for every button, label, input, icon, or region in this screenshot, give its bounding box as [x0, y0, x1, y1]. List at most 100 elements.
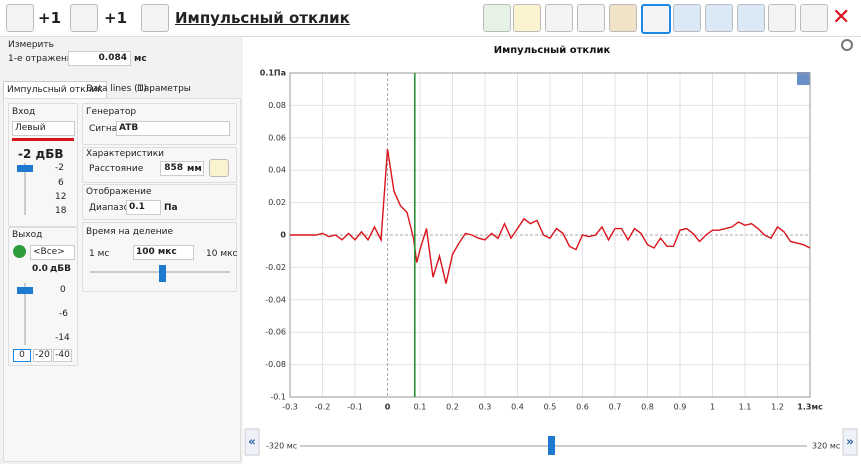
scroll-left-icon: «	[248, 435, 256, 449]
tool-button[interactable]	[513, 4, 541, 32]
x-tick-label: 0.8	[641, 403, 654, 412]
tool-button[interactable]	[483, 4, 511, 32]
label: 1-е отражение	[8, 54, 79, 64]
scale: -6	[59, 309, 68, 319]
tool-button[interactable]	[641, 4, 671, 34]
value-field[interactable]: 0.084	[68, 51, 131, 66]
output-group	[8, 227, 78, 366]
page-title: Импульсный отклик	[175, 9, 350, 27]
scroll-label: -320 мс	[266, 442, 297, 451]
chart: Импульсный отклик « -320 мс 320 мс » -0.…	[244, 39, 858, 456]
counter[interactable]: +1	[38, 9, 62, 27]
y-tick-label: 0.04	[268, 166, 286, 175]
display-group	[82, 184, 237, 220]
y-tick-label: 0	[280, 231, 286, 240]
button[interactable]: -20	[33, 349, 52, 362]
generator-group	[82, 103, 237, 145]
tool-button[interactable]	[609, 4, 637, 32]
data-line	[290, 149, 811, 284]
left-panel: Измерить 1-е отражение 0.084 мс Импульсн…	[0, 37, 243, 464]
label: Сигнал	[89, 124, 124, 134]
x-tick-label: -0.3	[282, 403, 298, 412]
dropdown[interactable]: ATB	[116, 121, 230, 136]
input-group	[8, 103, 78, 227]
gauge-button[interactable]	[6, 4, 34, 32]
settings-button[interactable]	[768, 4, 796, 32]
unit: мм	[187, 164, 202, 174]
scale: 12	[55, 192, 67, 202]
unit: дБВ	[50, 264, 71, 274]
tab[interactable]: Импульсный отклик	[3, 81, 107, 98]
tool-button[interactable]	[737, 4, 765, 32]
chart-title: Импульсный отклик	[494, 45, 611, 56]
label: Генератор	[86, 107, 137, 117]
edit-button[interactable]	[800, 4, 828, 32]
slider-thumb[interactable]	[159, 265, 166, 282]
tool-button[interactable]	[673, 4, 701, 32]
label: 1 мс	[89, 249, 110, 259]
scroll-right[interactable]	[842, 428, 858, 456]
dropdown[interactable]: 0.1	[126, 200, 161, 215]
characteristics-group	[82, 147, 237, 183]
mode-button[interactable]	[141, 4, 169, 32]
x-tick-label: 0.3	[479, 403, 492, 412]
time-group	[82, 222, 237, 292]
chart-settings[interactable]	[841, 39, 853, 51]
dropdown[interactable]: 100 мкс	[133, 245, 194, 260]
tab[interactable]: Параметры	[137, 84, 191, 94]
x-tick-label: 1.3мс	[797, 403, 823, 412]
toolbar: +1 +1 Импульсный отклик ✕	[0, 0, 861, 37]
slider-thumb[interactable]	[17, 165, 33, 172]
counter[interactable]: +1	[104, 9, 128, 27]
y-tick-label: 0.06	[268, 133, 286, 142]
scroll-left[interactable]	[244, 428, 260, 456]
label: Расстояние	[89, 164, 144, 174]
dropdown[interactable]: Левый	[12, 121, 75, 136]
x-tick-label: 0.9	[674, 403, 687, 412]
label: 10 мкс	[206, 249, 238, 259]
tool-button[interactable]	[577, 4, 605, 32]
y-tick-label: -0.08	[265, 360, 286, 369]
label: Выход	[12, 230, 43, 240]
scroll-right-icon: »	[846, 435, 854, 449]
unit: Па	[164, 203, 178, 213]
y-tick-label: 0.02	[268, 198, 286, 207]
y-tick-label: -0.02	[265, 263, 286, 272]
x-tick-label: -0.1	[347, 403, 363, 412]
channel-color	[12, 138, 74, 141]
x-tick-label: 0.5	[544, 403, 557, 412]
x-tick-label: 0.1	[414, 403, 427, 412]
button[interactable]: -40	[53, 349, 72, 362]
x-tick-label: 1	[710, 403, 715, 412]
button[interactable]: 0	[13, 349, 31, 362]
tab[interactable]: Data lines (1)	[86, 84, 147, 94]
slider-track	[24, 283, 26, 345]
tape-button[interactable]	[209, 159, 229, 177]
tool-button[interactable]	[705, 4, 733, 32]
label: Диапазон	[89, 203, 135, 213]
slider-thumb[interactable]	[17, 287, 33, 294]
scroll-thumb[interactable]	[548, 436, 555, 455]
x-tick-label: 0.7	[609, 403, 622, 412]
check-icon[interactable]	[13, 245, 26, 258]
x-tick-label: 1.2	[771, 403, 784, 412]
x-tick-label: 0	[385, 403, 391, 412]
label: Характеристики	[86, 149, 165, 159]
gauge-button[interactable]	[70, 4, 98, 32]
tab-panel	[3, 98, 241, 462]
y-tick-label: 0.1Па	[260, 69, 286, 78]
tool-button[interactable]	[545, 4, 573, 32]
label: Измерить	[8, 40, 54, 50]
label: Время на деление	[86, 227, 174, 237]
label: Вход	[12, 107, 36, 117]
close-button[interactable]: ✕	[832, 5, 851, 30]
scale: -2	[55, 163, 64, 173]
value-field[interactable]: 858	[160, 161, 204, 176]
dropdown[interactable]: <Все>	[30, 245, 75, 260]
level: 0.0	[32, 264, 48, 274]
level: -2 дБВ	[18, 147, 64, 161]
scale: 0	[60, 285, 66, 295]
x-tick-label: 1.1	[739, 403, 752, 412]
scroll-label: 320 мс	[812, 442, 840, 451]
